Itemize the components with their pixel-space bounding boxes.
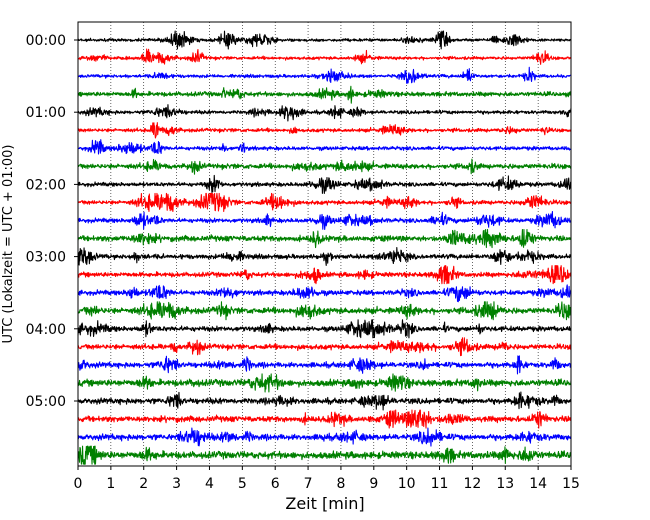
x-tick-label: 11: [431, 476, 449, 492]
x-axis-title: Zeit [min]: [285, 494, 364, 513]
y-tick-label: 02:00: [26, 177, 66, 193]
trace-0100: [77, 104, 572, 122]
trace-0230: [77, 210, 572, 231]
trace-0400: [77, 319, 572, 339]
trace-0515: [77, 409, 572, 429]
trace-0415: [77, 337, 572, 357]
x-tick-label: 10: [398, 476, 416, 492]
trace-0300: [77, 247, 572, 266]
trace-0545: [77, 445, 572, 465]
x-axis-ticks: 0 1 2 3 4 5 6 7 8 9 10 11 12 13 14 15: [74, 466, 580, 492]
trace-0345: [77, 301, 572, 321]
plot-frame: [77, 21, 572, 467]
trace-0145: [77, 158, 572, 175]
y-tick-label: 01:00: [26, 105, 66, 121]
trace-0215: [77, 192, 572, 212]
seismic-traces: [77, 30, 572, 465]
x-tick-label: 14: [529, 476, 547, 492]
x-tick-label: 6: [271, 476, 280, 492]
grid-lines: [110, 22, 539, 466]
y-axis-ticks: 00:00 01:00 02:00 03:00 04:00 05:00: [26, 33, 78, 410]
trace-0500: [77, 391, 572, 411]
trace-0115: [77, 122, 572, 139]
y-tick-label: 04:00: [26, 322, 66, 338]
x-tick-label: 1: [106, 476, 115, 492]
x-tick-label: 4: [205, 476, 214, 492]
trace-0200: [77, 174, 572, 194]
trace-0245: [77, 229, 572, 249]
trace-0445: [77, 373, 572, 393]
trace-0045: [77, 85, 572, 104]
y-tick-label: 05:00: [26, 394, 66, 410]
trace-0315: [77, 265, 572, 285]
x-tick-label: 15: [562, 476, 580, 492]
x-tick-label: 13: [496, 476, 514, 492]
y-axis-title: UTC (Lokalzeit = UTC + 01:00): [1, 145, 16, 344]
x-tick-label: 12: [463, 476, 481, 492]
trace-0130: [77, 139, 572, 155]
trace-0330: [77, 284, 572, 303]
x-tick-label: 0: [74, 476, 83, 492]
trace-0015: [77, 48, 572, 65]
trace-0000: [77, 30, 572, 50]
trace-0030: [77, 66, 572, 84]
x-tick-label: 9: [369, 476, 378, 492]
y-tick-label: 00:00: [26, 33, 66, 49]
y-tick-label: 03:00: [26, 250, 66, 266]
x-tick-label: 5: [238, 476, 247, 492]
x-tick-label: 7: [304, 476, 313, 492]
trace-0430: [77, 355, 572, 375]
trace-0530: [77, 427, 572, 447]
x-tick-label: 8: [336, 476, 345, 492]
x-tick-label: 2: [139, 476, 148, 492]
x-tick-label: 3: [172, 476, 181, 492]
